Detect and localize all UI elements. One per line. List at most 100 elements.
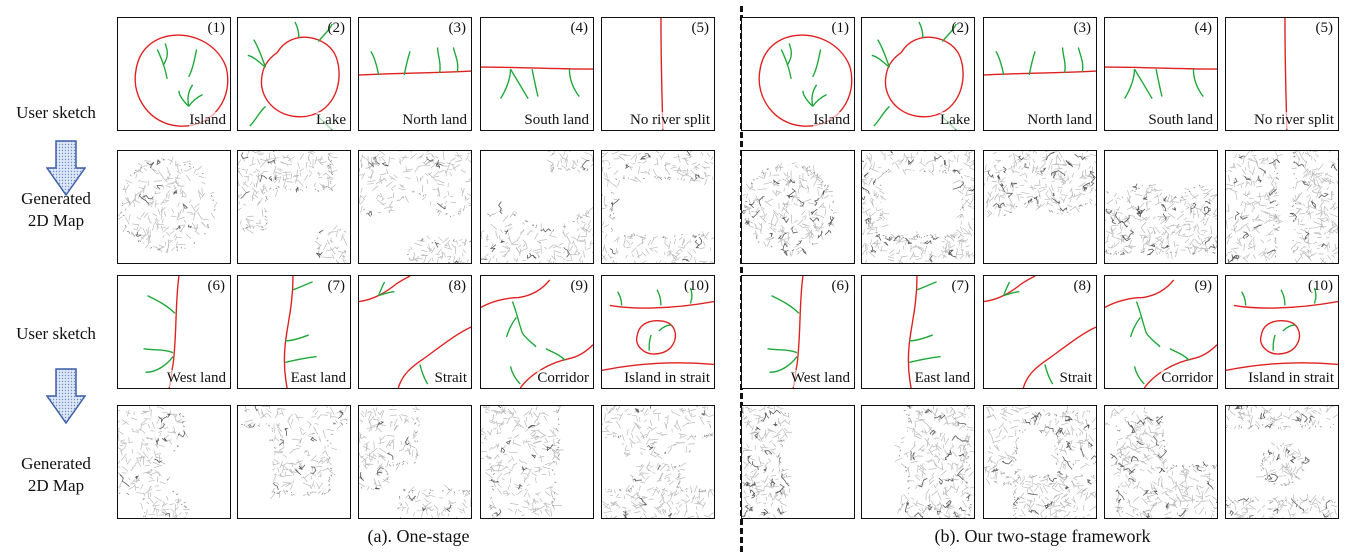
sketch-cell-two-stage-drawing xyxy=(984,47,1096,76)
scenario-number: (3) xyxy=(448,20,467,36)
row-label-user-sketch-top: User sketch xyxy=(16,103,96,122)
row-label-generated-top: Generated 2D Map xyxy=(0,188,112,232)
sketch-cell-one-stage: (3) North land xyxy=(358,17,472,131)
sketch-cell-two-stage: (7) East land xyxy=(861,275,975,389)
sketch-cell-two-stage: (3) North land xyxy=(983,17,1097,131)
scenario-label: Strait xyxy=(1059,370,1092,387)
generated-map-two-stage xyxy=(1104,150,1218,264)
sketch-cell-one-stage-drawing xyxy=(481,279,593,388)
generated-map-two-stage-drawing xyxy=(742,406,793,518)
generated-map-one-stage xyxy=(601,150,715,264)
scenario-label: Corridor xyxy=(537,370,589,387)
generated-map-one-stage xyxy=(237,405,351,519)
scenario-label: Island xyxy=(189,112,226,129)
generated-map-two-stage xyxy=(1225,405,1339,519)
generated-line1: Generated xyxy=(21,454,91,473)
scenario-number: (2) xyxy=(951,20,970,36)
scenario-label: Strait xyxy=(434,370,467,387)
sketch-cell-two-stage: (10) Island in strait xyxy=(1225,275,1339,389)
generated-map-two-stage-drawing xyxy=(984,406,1096,518)
generated-map-one-stage xyxy=(480,150,594,264)
generated-map-one-stage-drawing xyxy=(602,151,714,263)
row-label-user-sketch-bottom: User sketch xyxy=(16,324,96,343)
sketch-cell-two-stage: (9) Corridor xyxy=(1104,275,1218,389)
generated-map-two-stage xyxy=(741,405,855,519)
scenario-label: North land xyxy=(402,112,467,129)
scenario-number: (1) xyxy=(831,20,850,36)
scenario-label: Corridor xyxy=(1161,370,1213,387)
generated-map-one-stage xyxy=(358,405,472,519)
scenario-label: West land xyxy=(166,370,226,387)
sketch-cell-one-stage: (1) Island xyxy=(117,17,231,131)
generated-map-two-stage xyxy=(861,150,975,264)
scenario-label: South land xyxy=(1148,112,1213,129)
generated-map-one-stage xyxy=(237,150,351,264)
generated-map-two-stage-drawing xyxy=(894,406,974,518)
sketch-cell-two-stage-drawing xyxy=(984,276,1096,388)
generated-map-two-stage-drawing xyxy=(984,151,1096,218)
generated-map-one-stage-drawing xyxy=(359,406,471,518)
scenario-number: (3) xyxy=(1073,20,1092,36)
scenario-label: Lake xyxy=(940,112,970,129)
sketch-cell-one-stage: (4) South land xyxy=(480,17,594,131)
generated-map-two-stage-drawing xyxy=(862,151,974,263)
sketch-cell-one-stage: (10) Island in strait xyxy=(601,275,715,389)
generated-map-two-stage xyxy=(1225,150,1339,264)
scenario-number: (6) xyxy=(831,278,850,294)
scenario-number: (4) xyxy=(570,20,589,36)
scenario-label: Island in strait xyxy=(624,370,710,387)
sketch-cell-two-stage-drawing xyxy=(758,34,853,127)
scenario-label: Island in strait xyxy=(1248,370,1334,387)
sketch-cell-one-stage-drawing xyxy=(134,34,229,127)
generated-line1: Generated xyxy=(21,189,91,208)
generated-map-one-stage xyxy=(358,150,472,264)
scenario-label: Island xyxy=(813,112,850,129)
sketch-cell-two-stage: (8) Strait xyxy=(983,275,1097,389)
sketch-cell-one-stage-drawing xyxy=(481,66,593,99)
generated-map-one-stage xyxy=(601,405,715,519)
scenario-number: (8) xyxy=(1073,278,1092,294)
generated-map-one-stage-drawing xyxy=(118,156,218,254)
sketch-cell-two-stage: (2) Lake xyxy=(861,17,975,131)
scenario-number: (7) xyxy=(327,278,346,294)
sketch-cell-one-stage-drawing xyxy=(359,47,471,76)
generated-map-one-stage-drawing xyxy=(602,406,714,518)
generated-map-one-stage-drawing xyxy=(481,406,564,518)
caption-two-stage: (b). Our two-stage framework xyxy=(934,526,1151,546)
scenario-number: (7) xyxy=(951,278,970,294)
generated-map-two-stage xyxy=(983,405,1097,519)
scenario-label: North land xyxy=(1027,112,1092,129)
down-arrow-icon xyxy=(46,140,86,196)
scenario-label: South land xyxy=(524,112,589,129)
generated-map-one-stage xyxy=(117,405,231,519)
scenario-number: (5) xyxy=(1315,20,1334,36)
sketch-cell-two-stage: (1) Island xyxy=(741,17,855,131)
generated-map-two-stage xyxy=(741,150,855,264)
row-label-generated-bottom: Generated 2D Map xyxy=(0,453,112,497)
sketch-cell-one-stage: (5) No river split xyxy=(601,17,715,131)
down-arrow-icon xyxy=(46,368,86,424)
sketch-cell-one-stage-drawing xyxy=(283,276,317,388)
generated-map-two-stage-drawing xyxy=(1105,406,1217,518)
scenario-number: (9) xyxy=(1194,278,1213,294)
sketch-cell-two-stage-drawing xyxy=(907,276,941,388)
scenario-number: (4) xyxy=(1194,20,1213,36)
scenario-label: East land xyxy=(914,370,970,387)
generated-map-two-stage-drawing xyxy=(1226,406,1338,518)
scenario-label: West land xyxy=(790,370,850,387)
sketch-cell-one-stage: (9) Corridor xyxy=(480,275,594,389)
generated-map-one-stage-drawing xyxy=(481,151,593,263)
scenario-label: No river split xyxy=(630,112,710,129)
sketch-cell-one-stage-drawing xyxy=(359,276,471,388)
caption-one-stage: (a). One-stage xyxy=(367,526,470,546)
scenario-label: East land xyxy=(290,370,346,387)
sketch-cell-one-stage: (6) West land xyxy=(117,275,231,389)
sketch-cell-two-stage: (5) No river split xyxy=(1225,17,1339,131)
sketch-cell-two-stage-drawing xyxy=(1105,279,1217,388)
scenario-number: (10) xyxy=(684,278,709,294)
generated-map-two-stage xyxy=(861,405,975,519)
scenario-number: (1) xyxy=(207,20,226,36)
scenario-number: (5) xyxy=(691,20,710,36)
scenario-number: (8) xyxy=(448,278,467,294)
